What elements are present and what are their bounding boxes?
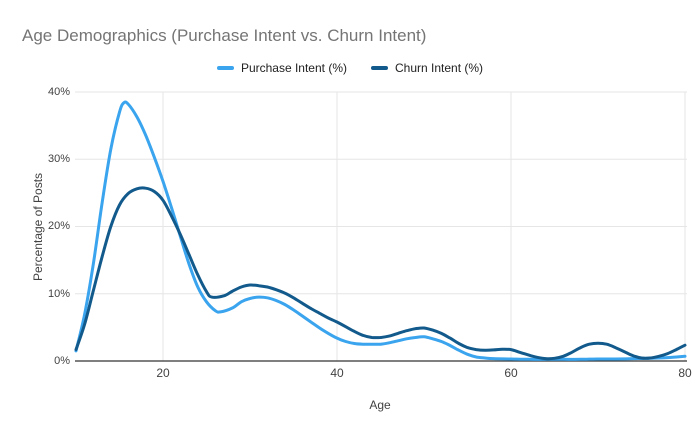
y-tick-label-0: 0% (54, 355, 70, 367)
y-tick-label-20: 20% (47, 220, 70, 232)
purchase-intent-series-marker-icon (216, 65, 234, 70)
x-tick-label-40: 40 (330, 366, 344, 380)
chart-title: Age Demographics (Purchase Intent vs. Ch… (22, 26, 427, 45)
legend-label-purchase-intent: Purchase Intent (%) (240, 60, 347, 75)
churn-intent-series-marker-icon (371, 65, 388, 70)
x-tick-label-60: 60 (504, 366, 518, 380)
x-tick-label-80: 80 (678, 366, 692, 380)
y-tick-label-10: 10% (47, 288, 70, 300)
x-axis-title: Age (369, 398, 391, 412)
y-tick-label-40: 40% (47, 86, 70, 98)
series-line-1 (74, 186, 687, 361)
legend-item-churn-intent: Churn Intent (%) (371, 61, 483, 75)
y-axis-title: Percentage of Posts (31, 172, 45, 282)
legend-label-churn-intent: Churn Intent (%) (395, 60, 484, 75)
series-line-0 (74, 100, 687, 361)
legend: Purchase Intent (%) Churn Intent (%) (0, 60, 700, 75)
x-tick-label-20: 20 (156, 366, 170, 380)
y-tick-label-30: 30% (47, 153, 70, 165)
legend-item-purchase-intent: Purchase Intent (%) (216, 60, 347, 75)
